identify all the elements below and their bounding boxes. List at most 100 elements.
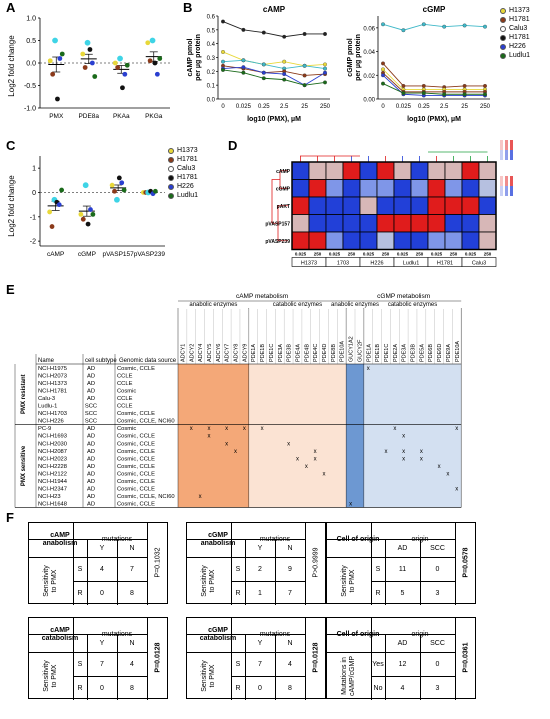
x-tick-label: cGMP (78, 251, 96, 258)
cell-value: 8 (288, 684, 292, 692)
heatmap-cell (444, 196, 463, 215)
scale-bar-top (500, 176, 503, 186)
legend-swatch (500, 43, 506, 50)
table-rule (385, 634, 386, 700)
cell-value: 0 (435, 565, 440, 573)
cell-value: 1 (258, 589, 262, 597)
legend-label: H1373 (509, 7, 530, 14)
row-subtype: AD (87, 464, 95, 470)
cgmp-catabolic-block (363, 364, 462, 508)
table-rule (371, 634, 372, 700)
scale-bar-top (505, 176, 508, 186)
mutation-mark: x (420, 449, 423, 455)
gene-label: PDE6B (428, 344, 434, 362)
mutation-mark: x (384, 449, 387, 455)
row-source: Cosmic, CCLE (117, 456, 155, 462)
data-point (80, 51, 86, 57)
heatmap-cell (393, 179, 412, 198)
row-name: NCI-H1703 (38, 411, 67, 417)
data-point (119, 180, 125, 186)
legend-item: H1781 (500, 15, 530, 24)
cell-value: 0 (258, 684, 262, 692)
y-axis-label-line: per µg protein (355, 34, 362, 81)
col-header-1: AD (397, 639, 408, 647)
series-point (442, 92, 447, 97)
mutation-mark: x (199, 494, 202, 500)
table-rule (275, 634, 276, 700)
group-label-resistant: PMX resistant (21, 374, 27, 414)
group-label: H1781 (437, 261, 453, 267)
table-title: cGMP catabolism (199, 627, 237, 642)
heatmap-cell (359, 214, 378, 233)
table-rule (73, 618, 74, 634)
row-name: NCI-H1781 (38, 388, 67, 394)
column-header-subtype: cell subtype (85, 358, 117, 364)
row-source: Cosmic, CCLE (117, 487, 155, 493)
conc-label: 0.025 (431, 252, 443, 257)
x-tick-label: 0.25 (258, 104, 270, 110)
col-header-2: SCC (430, 544, 445, 552)
table-rule (231, 539, 305, 540)
x-tick-label: 0.025 (236, 104, 252, 110)
gene-label: PDE3B (411, 344, 417, 362)
panel-letter-c: C (6, 138, 16, 153)
chart-title: cAMP (263, 5, 286, 14)
legend-item: Calu3 (168, 164, 198, 173)
legend-item: H1781 (168, 173, 198, 182)
column-header-name: Name (38, 358, 55, 364)
heatmap-cell (342, 179, 361, 198)
data-point (117, 55, 123, 62)
heatmap-cell (478, 179, 497, 198)
series-point (261, 30, 266, 35)
y-axis-label: cAMP pmolper µg protein (187, 34, 202, 81)
conc-label: 250 (314, 252, 322, 257)
y-axis-label: Log2 fold change (7, 35, 16, 97)
row-source: CCLE (117, 396, 133, 402)
mutation-mark: x (446, 471, 449, 477)
panel-d-heatmap: cAMP cGMP pAKT pVASP157 pVASP239 0.025 250 0.02… (265, 140, 513, 267)
row-group-label: Sensitivity to PMX (341, 565, 356, 597)
gene-label: PDE3A (278, 344, 284, 362)
row-name: Ludlu-1 (38, 404, 57, 410)
scale-bar-bottom (510, 186, 513, 196)
data-point (84, 39, 91, 46)
table-rule (420, 539, 421, 605)
row-header-1: S (375, 565, 381, 573)
gene-label: PDE1B (375, 344, 381, 362)
p-value: P=0.0361 (462, 642, 470, 673)
table-header: mutations (101, 536, 133, 543)
table-rule (371, 676, 455, 677)
table-rule (87, 539, 88, 605)
table-rule (371, 652, 455, 653)
scale-bar-bottom (505, 150, 508, 160)
legend-swatch (168, 174, 174, 181)
data-point (49, 224, 55, 229)
series-point (421, 22, 426, 27)
row-subtype: AD (87, 381, 95, 387)
table-rule (29, 539, 73, 540)
mutation-mark: x (455, 487, 458, 493)
y-tick-label: 0.4 (207, 42, 216, 48)
heatmap-cell (291, 179, 310, 198)
row-source: Cosmic, CCLE, NCI60 (117, 419, 175, 425)
data-point (88, 207, 93, 212)
data-point (109, 182, 115, 188)
table-header: mutations (259, 631, 291, 638)
legend-label: Calu3 (177, 165, 196, 172)
scale-bar-bottom (510, 150, 513, 160)
series-point (302, 73, 307, 78)
heatmap-cell (444, 231, 463, 250)
gene-label: ADCY8 (234, 344, 240, 362)
series-point (401, 84, 406, 88)
heatmap-cell (291, 231, 310, 250)
legend-swatch (168, 165, 174, 172)
row-subtype: AD (87, 456, 95, 462)
table-header: mutations (101, 631, 133, 638)
scale-bar-top (510, 140, 513, 150)
data-point (90, 211, 96, 217)
cell-value: 11 (398, 565, 407, 573)
table-rule (73, 539, 74, 605)
series-point (323, 62, 327, 67)
gene-label: ADCY5 (207, 344, 213, 362)
heatmap-cell (427, 161, 446, 180)
